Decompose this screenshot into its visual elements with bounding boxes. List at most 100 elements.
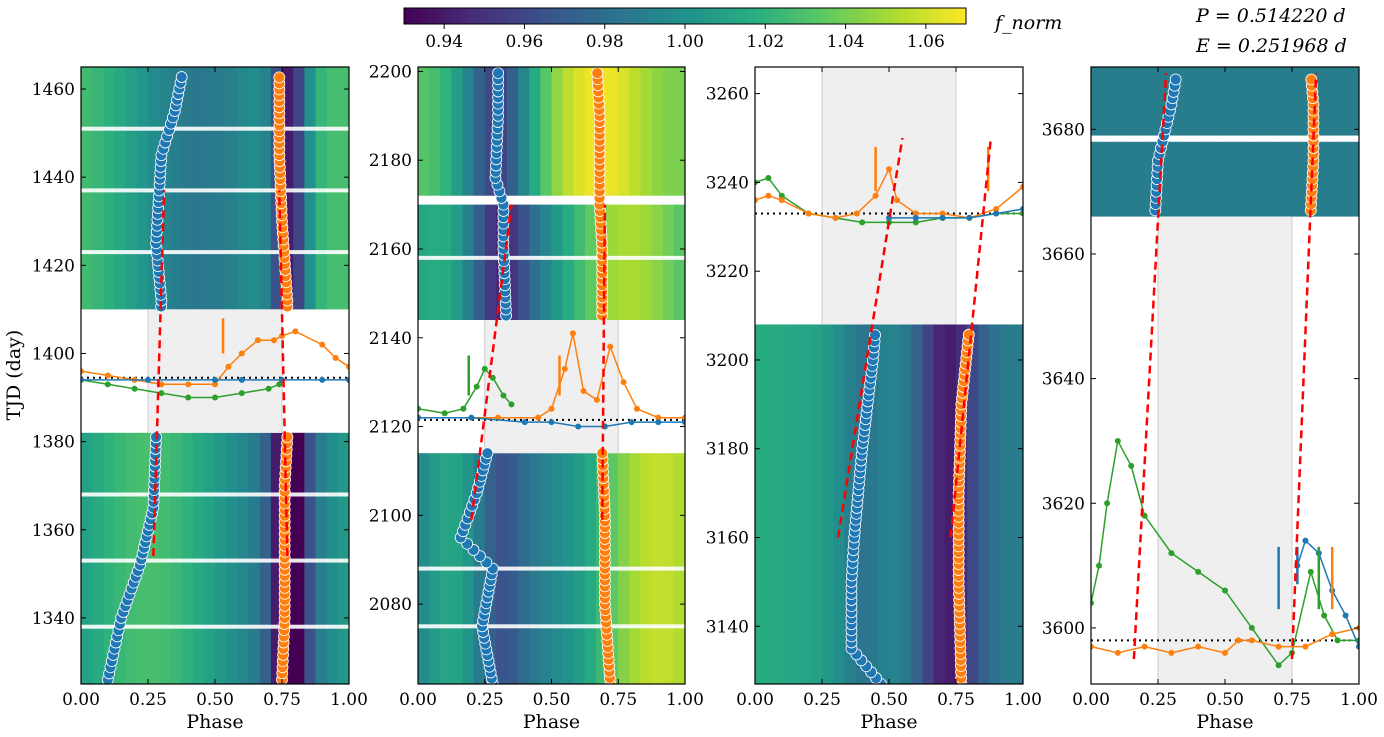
x-tick-label: 0.00	[736, 690, 774, 710]
y-tick-label: 3180	[706, 440, 749, 460]
orange-flux-point	[535, 414, 542, 421]
green-flux-point	[1104, 500, 1111, 507]
heatmap-cell	[584, 204, 597, 321]
heatmap-cell	[114, 432, 127, 684]
heatmap-cell	[673, 204, 685, 321]
green-flux-point	[212, 394, 218, 401]
heatmap-cell	[326, 67, 339, 310]
heatmap-cell	[562, 67, 575, 196]
fit-line	[278, 190, 289, 557]
orange-flux-point	[633, 405, 640, 412]
heatmap-cell	[629, 67, 642, 196]
heatmap-cell	[967, 324, 979, 684]
green-flux-point	[238, 390, 245, 397]
heatmap-cell	[1135, 67, 1148, 136]
blue-flux-point	[628, 419, 635, 426]
y-tick-label: 3680	[1042, 120, 1085, 140]
heatmap-cell	[1236, 67, 1248, 136]
blue-flux-point	[81, 376, 84, 383]
y-tick-label: 1340	[32, 609, 75, 629]
blue-track-point	[869, 329, 881, 342]
heatmap-cell	[440, 67, 452, 196]
eclipse-shade	[148, 309, 282, 433]
orange-flux-point	[886, 166, 892, 173]
x-tick-label: 0.50	[196, 690, 234, 710]
heatmap-cell	[1202, 141, 1215, 217]
heatmap-cell	[1314, 141, 1327, 217]
orange-flux-point	[939, 210, 946, 217]
heatmap-cell	[103, 67, 116, 310]
fit-line	[600, 204, 607, 520]
fit-line	[836, 137, 904, 538]
green-flux-point	[765, 174, 772, 181]
heatmap-band	[1091, 67, 1359, 136]
heatmap-cell	[293, 67, 305, 310]
eclipse-shade	[822, 67, 956, 325]
colorbar-tick-label: 0.94	[425, 32, 463, 52]
y-tick-label: 3640	[1042, 370, 1085, 390]
orange-flux-point	[1168, 649, 1175, 656]
orange-flux-point	[765, 192, 772, 199]
heatmap-cell	[326, 432, 339, 684]
heatmap-cell	[1091, 141, 1103, 217]
heatmap-cell	[159, 67, 171, 310]
heatmap-cell	[215, 67, 227, 310]
blue-flux-point	[655, 419, 662, 426]
data-gap-stripe	[81, 558, 349, 563]
heatmap-cell	[259, 67, 272, 310]
colorbar-tick-label: 0.98	[586, 32, 624, 52]
blue-flux-point	[548, 419, 555, 426]
x-tick-label: 0.75	[1273, 690, 1311, 710]
fit-line	[1132, 73, 1168, 660]
heatmap-cell	[788, 324, 801, 684]
blue-flux-point	[575, 423, 582, 430]
plot-area	[1091, 67, 1359, 684]
green-flux-point	[131, 385, 138, 392]
heatmap-cell	[1124, 67, 1137, 136]
green-flux-point	[489, 374, 496, 381]
orange-flux-point	[682, 414, 685, 421]
orange-flux-point	[346, 363, 349, 370]
x-tick-label: 0.00	[1072, 690, 1110, 710]
blue-track-point	[175, 71, 188, 83]
blue-flux-point	[1356, 643, 1359, 650]
blue-flux-point	[912, 214, 919, 221]
heatmap-cell	[1091, 67, 1103, 136]
heatmap-cell	[337, 67, 349, 310]
green-flux-point	[912, 219, 919, 226]
heatmap-cell	[440, 204, 452, 321]
heatmap-cell	[1280, 141, 1293, 217]
heatmap-cell	[103, 432, 116, 684]
orange-flux-point	[292, 328, 299, 335]
heatmap-cell	[92, 432, 104, 684]
heatmap-cell	[248, 67, 261, 310]
blue-flux-point	[939, 214, 946, 221]
data-gap-stripe	[418, 255, 685, 260]
green-flux-point	[778, 192, 785, 199]
heatmap-cell	[662, 67, 675, 196]
colorbar-tick-label: 1.02	[746, 32, 784, 52]
green-flux-point	[859, 219, 866, 226]
heatmap-cell	[573, 67, 586, 196]
heatmap-cell	[1191, 141, 1204, 217]
y-tick-label: 1360	[32, 521, 75, 541]
heatmap-cell	[1347, 141, 1359, 217]
orange-flux-point	[569, 330, 576, 337]
x-tick-label: 0.25	[1139, 690, 1177, 710]
heatmap-cell	[529, 204, 541, 321]
heatmap-cell	[562, 204, 575, 321]
orange-flux-point	[778, 197, 785, 204]
heatmap-cell	[822, 324, 834, 684]
orange-flux-point	[1141, 643, 1148, 650]
heatmap-cell	[989, 324, 1002, 684]
orange-track-point	[1305, 73, 1318, 86]
orange-flux-point	[158, 381, 165, 388]
orange-flux-point	[1114, 649, 1121, 656]
y-tick-label: 1420	[32, 256, 75, 276]
orange-flux-point	[580, 388, 587, 395]
orange-flux-point	[1195, 643, 1202, 650]
heatmap-cell	[473, 67, 486, 196]
orange-flux-point	[805, 210, 812, 217]
orange-flux-point	[607, 343, 614, 350]
heatmap-cell	[1325, 141, 1338, 217]
